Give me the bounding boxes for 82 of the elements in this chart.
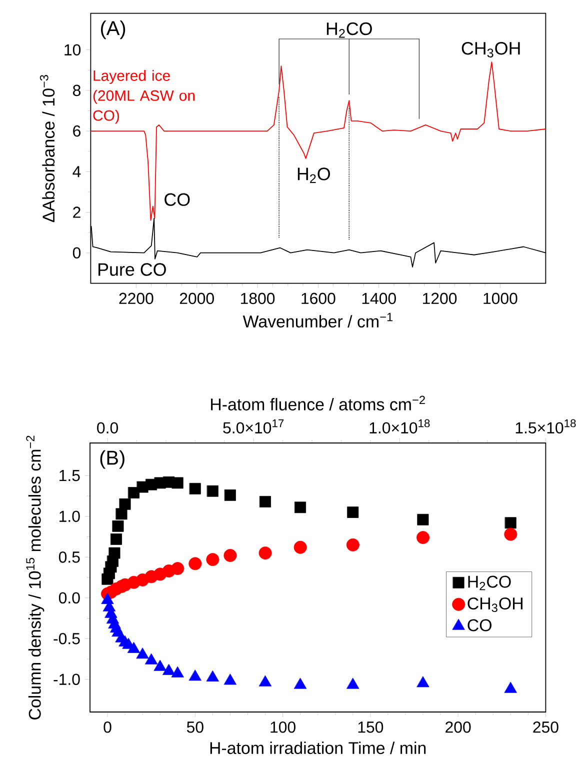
x2-tick-label: 1.5×10$^{18}$: [516, 419, 576, 434]
y-tick-label: 0.0: [58, 592, 80, 604]
point: [172, 477, 184, 489]
series-label: Layered ice (20ML ASW on CO): [93, 70, 194, 124]
annotation: CH$_{3}$OH: [462, 42, 520, 58]
y-tick-label: 0.5: [58, 551, 80, 563]
series-label: Pure CO: [98, 263, 166, 276]
point: [260, 496, 271, 508]
annotation: H$_{2}$CO: [326, 22, 372, 38]
point: [259, 675, 272, 686]
point: [171, 666, 184, 678]
point: [258, 546, 272, 560]
x2-tick-label: 1.0×10$^{18}$: [370, 419, 430, 434]
y-tick-label: 10: [64, 44, 81, 56]
y-tick-label: 2: [73, 206, 80, 218]
point: [116, 508, 128, 520]
x-tick-label: 100: [270, 722, 296, 733]
legend-label: H$_{2}$CO: [468, 576, 511, 590]
x-tick-label: 200: [446, 722, 471, 733]
legend-label: CH$_{3}$OH: [468, 598, 522, 612]
x-tick-label: 1600: [302, 292, 336, 304]
point: [417, 514, 429, 526]
point: [154, 660, 166, 671]
y-tick-label: 6: [73, 125, 80, 137]
x2-tick-label: 0.0: [97, 422, 118, 434]
point: [136, 648, 149, 659]
point: [294, 502, 306, 514]
annotation: (B): [100, 450, 124, 469]
point: [189, 482, 201, 494]
point: [112, 520, 124, 532]
x-axis-title: Wavenumber / cm$^{−1}$: [242, 312, 393, 328]
point: [206, 553, 220, 566]
point: [128, 642, 140, 653]
point: [188, 557, 202, 570]
point: [347, 506, 359, 518]
point: [504, 517, 516, 529]
annotation: (A): [100, 20, 126, 40]
point: [294, 540, 307, 554]
point: [110, 533, 122, 545]
point: [206, 485, 218, 497]
y-tick-label: 4: [72, 166, 81, 178]
point: [162, 664, 176, 675]
point: [346, 538, 360, 552]
point: [504, 528, 518, 541]
point: [119, 498, 131, 510]
point: [416, 531, 430, 544]
annotation: CO: [164, 193, 190, 206]
y-tick-label: -1.0: [54, 674, 80, 686]
y-tick-label: -0.5: [54, 632, 80, 644]
point: [171, 562, 184, 576]
point: [346, 678, 360, 689]
y-tick-label: 1.5: [60, 470, 80, 482]
point: [145, 653, 158, 664]
y-tick-label: 8: [73, 84, 80, 96]
y-tick-label: 1.0: [60, 510, 80, 522]
y-tick-label: 0: [72, 247, 81, 258]
y-axis-title: ΔAbsorbance / 10$^{−3}$: [40, 74, 55, 222]
x-tick-label: 1000: [484, 292, 518, 304]
point: [108, 547, 120, 559]
x-axis-title: H-atom irradiation Time / min: [210, 742, 426, 754]
y-axis-title: Column density / 10$^{15}$ molecules cm$^{−2}$: [26, 436, 44, 720]
point: [188, 670, 202, 681]
point: [504, 682, 517, 693]
x-tick-label: 2000: [180, 292, 214, 304]
point: [224, 548, 237, 562]
x2-axis-title: H-atom fluence / atoms cm$^{−2}$: [211, 396, 425, 410]
point: [224, 489, 236, 501]
point: [224, 674, 236, 685]
point: [206, 670, 219, 682]
x-tick-label: 1200: [423, 292, 457, 304]
x-tick-label: 1400: [362, 292, 396, 304]
point: [294, 678, 307, 689]
x-tick-label: 50: [186, 722, 204, 733]
x-tick-label: 250: [533, 722, 558, 733]
x-tick-label: 1800: [241, 292, 275, 304]
point: [416, 676, 430, 688]
annotation: H$_{2}$O: [298, 168, 330, 183]
legend-label: CO: [468, 619, 492, 632]
x-tick-label: 0: [104, 722, 112, 733]
x-tick-label: 150: [358, 722, 384, 733]
x-tick-label: 2200: [119, 292, 154, 304]
x2-tick-label: 5.0×10$^{17}$: [223, 419, 284, 434]
